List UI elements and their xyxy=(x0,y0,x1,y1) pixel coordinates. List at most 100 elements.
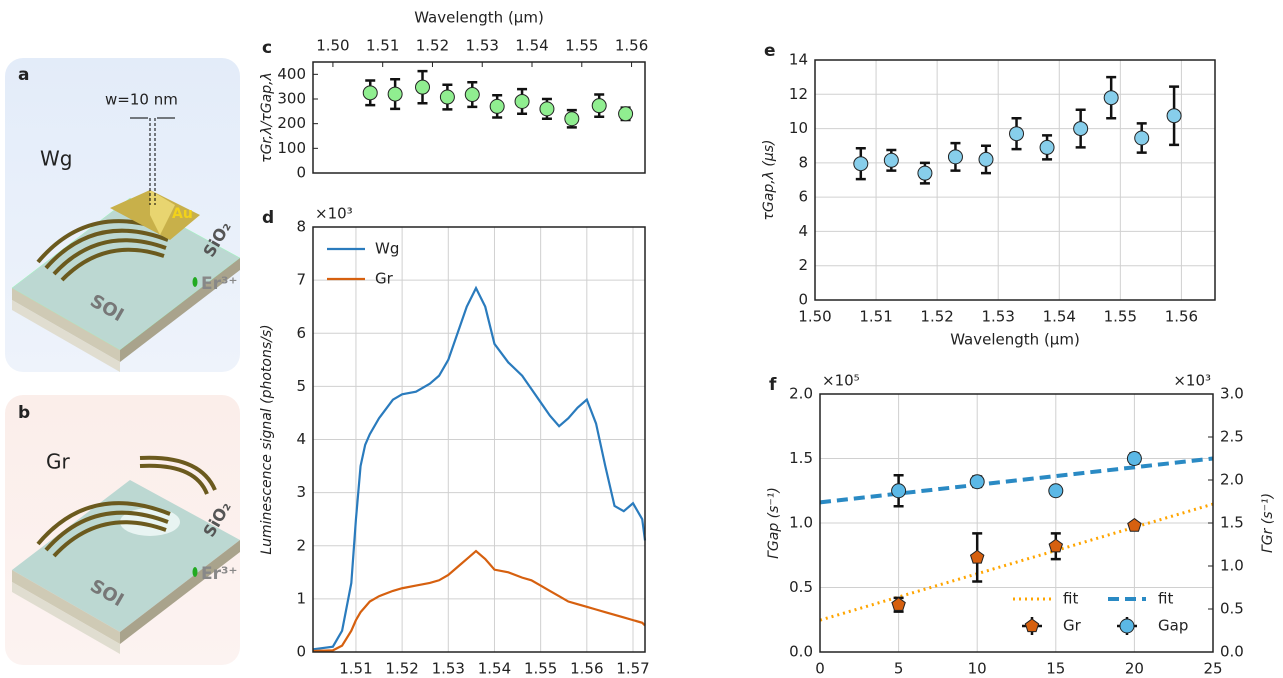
y-axis-label: Luminescence signal (photons/s) xyxy=(259,324,275,554)
y-axis-label: τGap,λ (μs) xyxy=(761,139,777,220)
y-tick-label: 12 xyxy=(789,85,808,103)
y2-tick-label: 2.5 xyxy=(1220,428,1244,446)
panel-letter: c xyxy=(262,38,272,58)
marker xyxy=(1166,108,1182,124)
y-tick-label: 8 xyxy=(798,153,808,171)
x-tick-label: 15 xyxy=(1046,660,1065,678)
marker xyxy=(978,151,994,167)
y2-tick-label: 2.0 xyxy=(1220,471,1244,489)
marker xyxy=(362,85,378,101)
panel-letter: e xyxy=(764,41,776,61)
y-tick-label: 0.0 xyxy=(789,643,813,661)
y-tick-label: 0.5 xyxy=(789,578,813,596)
marker xyxy=(891,597,906,611)
width-label: w=10 nm xyxy=(105,91,178,109)
y-tick-label: 8 xyxy=(296,218,306,236)
legend-swatch xyxy=(1024,618,1040,633)
x-tick-label: 1.51 xyxy=(859,308,892,326)
x-tick-label: 1.51 xyxy=(339,660,372,678)
illustration-a xyxy=(5,58,241,372)
x-tick-label: 1.52 xyxy=(416,37,449,55)
x-tick-label: 1.50 xyxy=(798,308,831,326)
x-tick-label: 1.54 xyxy=(515,37,548,55)
x-tick-label: 1.55 xyxy=(565,37,598,55)
legend-label: Gr xyxy=(375,270,394,288)
marker xyxy=(1126,451,1142,466)
x-tick-label: 0 xyxy=(815,660,825,678)
plot-area xyxy=(815,60,1215,300)
x-tick-label: 1.56 xyxy=(570,660,603,678)
x-tick-label: 1.57 xyxy=(616,660,649,678)
marker xyxy=(415,79,431,95)
marker xyxy=(883,152,899,168)
legend-label: Gap xyxy=(1158,617,1188,635)
y-tick-label: 3 xyxy=(296,483,306,501)
y-tick-label: 0 xyxy=(798,291,808,309)
y-tick-label: 1.5 xyxy=(789,449,813,467)
marker xyxy=(618,106,634,122)
y-tick-label: 1.0 xyxy=(789,514,813,532)
legend-label: Wg xyxy=(375,240,399,258)
y-tick-label: 2 xyxy=(798,256,808,274)
y-tick-label: 10 xyxy=(789,119,808,137)
panel-letter: d xyxy=(262,208,274,228)
y-axis-label: ΓGap (s⁻¹) xyxy=(766,487,782,559)
x-tick-label: 1.51 xyxy=(366,37,399,55)
data-line xyxy=(312,285,647,651)
x-tick-label: 1.56 xyxy=(615,37,648,55)
marker xyxy=(514,93,530,109)
y2-tick-label: 1.0 xyxy=(1220,557,1244,575)
data-line xyxy=(819,502,1214,622)
y-multiplier: ×10⁵ xyxy=(822,372,860,390)
y-tick-label: 400 xyxy=(277,65,306,83)
legend-swatch xyxy=(1119,618,1135,634)
y-multiplier: ×10³ xyxy=(315,205,353,223)
plot-frame xyxy=(814,59,1216,301)
y-tick-label: 2.0 xyxy=(789,385,813,403)
data-line xyxy=(312,549,646,653)
marker xyxy=(1073,121,1089,137)
x-tick-label: 5 xyxy=(894,660,904,678)
y-tick-label: 0 xyxy=(296,164,306,182)
marker xyxy=(853,156,869,172)
x-axis-label: Wavelength (μm) xyxy=(414,9,544,27)
marker xyxy=(387,86,403,102)
y-tick-label: 0 xyxy=(296,643,306,661)
x-tick-label: 1.55 xyxy=(524,660,557,678)
y-tick-label: 4 xyxy=(798,222,808,240)
legend-label: fit xyxy=(1063,590,1078,608)
x-tick-label: 1.52 xyxy=(385,660,418,678)
data-line xyxy=(819,456,1214,505)
y-tick-label: 7 xyxy=(296,271,306,289)
x-tick-label: 1.55 xyxy=(1104,308,1137,326)
marker xyxy=(464,87,480,103)
x-tick-label: 1.54 xyxy=(478,660,511,678)
marker xyxy=(591,98,607,114)
marker xyxy=(539,101,555,117)
y2-tick-label: 1.5 xyxy=(1220,514,1244,532)
x-axis-label: Wavelength (μm) xyxy=(950,331,1080,349)
device-name: Gr xyxy=(46,450,70,474)
plot-frame xyxy=(312,61,646,174)
x-tick-label: 1.54 xyxy=(1043,308,1076,326)
marker xyxy=(489,98,505,114)
x-tick-label: 1.53 xyxy=(466,37,499,55)
marker xyxy=(947,149,963,165)
y2-tick-label: 0.5 xyxy=(1220,600,1244,618)
emitter-label: Er³⁺ xyxy=(201,274,237,294)
marker xyxy=(891,483,907,499)
y-tick-label: 5 xyxy=(296,377,306,395)
emitter-label: Er³⁺ xyxy=(201,564,237,584)
y-tick-label: 14 xyxy=(789,51,808,69)
x-tick-label: 1.50 xyxy=(316,37,349,55)
y-tick-label: 300 xyxy=(277,90,306,108)
marker xyxy=(439,89,455,105)
plot-frame xyxy=(312,226,646,653)
y-tick-label: 100 xyxy=(277,139,306,157)
y-tick-label: 6 xyxy=(798,188,808,206)
marker xyxy=(969,549,985,564)
y2-tick-label: 3.0 xyxy=(1220,385,1244,403)
device-name: Wg xyxy=(40,147,72,171)
y-tick-label: 6 xyxy=(296,324,306,342)
